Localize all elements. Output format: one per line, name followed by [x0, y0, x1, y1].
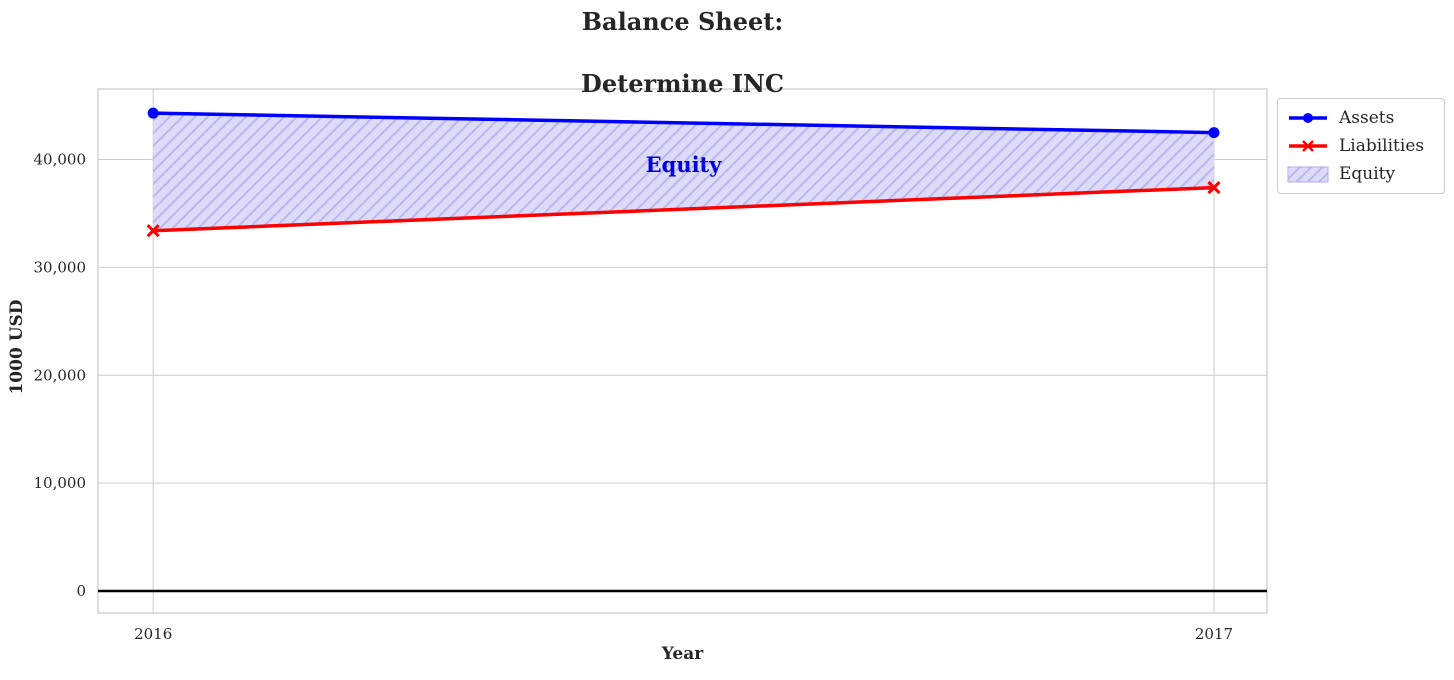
- y-axis-label: 1000 USD: [7, 299, 27, 395]
- y-tick-label: 10,000: [34, 474, 87, 492]
- x-tick-label: 2016: [134, 625, 172, 643]
- legend-label-equity: Equity: [1339, 164, 1396, 184]
- assets-line: [153, 111, 1214, 135]
- liabilities-marker: [1207, 181, 1221, 195]
- equity-annotation: Equity: [646, 152, 723, 177]
- chart-title-line2: Determine INC: [581, 69, 784, 98]
- legend-row-equity: Equity: [1287, 162, 1435, 186]
- liabilities-line: [153, 185, 1215, 233]
- equity-swatch-icon: [1287, 166, 1329, 183]
- equity-fill-area: [153, 113, 1214, 231]
- y-tick-label: 30,000: [34, 258, 87, 276]
- liabilities-marker: [146, 224, 160, 238]
- assets-marker: [147, 107, 159, 119]
- legend-label-liabilities: Liabilities: [1339, 136, 1425, 156]
- legend-label-assets: Assets: [1339, 108, 1395, 128]
- liabilities-line-icon: [1289, 140, 1327, 152]
- assets-line-icon: [1289, 113, 1327, 123]
- x-axis-label: Year: [661, 644, 704, 664]
- chart-title-line1: Balance Sheet:: [581, 7, 784, 36]
- chart-title: Balance Sheet: Determine INC: [98, 6, 1267, 99]
- legend-row-assets: Assets: [1287, 106, 1435, 130]
- plot-border: [97, 88, 1268, 614]
- legend-row-liabilities: Liabilities: [1287, 134, 1435, 158]
- y-tick-label: 20,000: [34, 366, 87, 384]
- y-tick-label: 0: [76, 582, 86, 600]
- y-tick-label: 40,000: [34, 151, 87, 169]
- x-tick-label: 2017: [1195, 625, 1233, 643]
- assets-marker: [1208, 127, 1220, 139]
- legend: Assets Liabilities Equity: [1277, 98, 1445, 194]
